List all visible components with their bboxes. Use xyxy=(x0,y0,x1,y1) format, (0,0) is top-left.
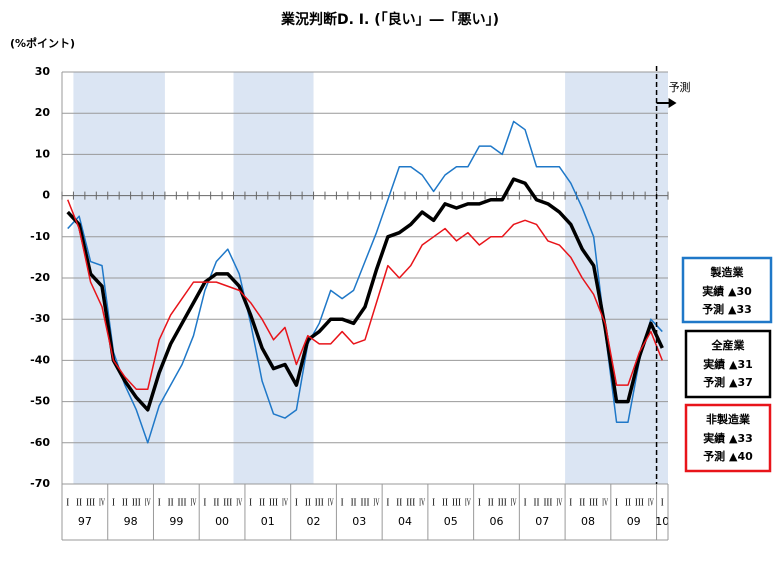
y-tick-label: 30 xyxy=(35,65,51,78)
x-tick-label: IV xyxy=(328,497,334,509)
x-tick-label: IV xyxy=(511,497,517,509)
x-tick-label: III xyxy=(132,497,141,509)
x-tick-label: III xyxy=(589,497,598,509)
y-tick-label: -70 xyxy=(30,477,50,490)
forecast-arrowhead xyxy=(668,98,677,108)
x-tick-label: III xyxy=(452,497,461,509)
x-tick-label: IV xyxy=(236,497,242,509)
year-label: 10 xyxy=(655,515,669,528)
year-label: 99 xyxy=(169,515,183,528)
x-tick-label: II xyxy=(259,497,265,509)
x-tick-label: I xyxy=(478,497,481,509)
legend-name: 全産業 xyxy=(711,338,746,352)
x-tick-label: III xyxy=(498,497,507,509)
forecast-label: 予測 xyxy=(669,80,691,94)
y-tick-label: -40 xyxy=(30,353,50,366)
y-tick-label: 10 xyxy=(35,147,51,160)
x-tick-label: III xyxy=(406,497,415,509)
x-tick-label: II xyxy=(76,497,82,509)
series-line xyxy=(66,177,664,412)
year-label: 06 xyxy=(489,515,503,528)
legend-name: 非製造業 xyxy=(706,412,751,426)
legend-note: 予測 ▲37 xyxy=(703,375,753,389)
legend-note: 予測 ▲33 xyxy=(702,302,752,316)
x-tick-label: IV xyxy=(99,497,105,509)
x-tick-label: I xyxy=(432,497,435,509)
x-tick-label: II xyxy=(396,497,402,509)
x-tick-label: III xyxy=(178,497,187,509)
year-label: 01 xyxy=(261,515,275,528)
legend-box xyxy=(684,403,772,473)
y-tick-label: 0 xyxy=(42,189,50,202)
x-tick-label: II xyxy=(351,497,357,509)
x-tick-label: III xyxy=(223,497,232,509)
legend-note: 予測 ▲40 xyxy=(703,449,753,463)
y-tick-label: -10 xyxy=(30,230,50,243)
series-line xyxy=(67,199,663,390)
x-tick-label: III xyxy=(543,497,552,509)
y-tick-label: -20 xyxy=(30,271,50,284)
x-tick-label: I xyxy=(158,497,161,509)
x-tick-label: II xyxy=(168,497,174,509)
x-tick-label: I xyxy=(203,497,206,509)
chart-title: 業況判断D. I. (「良い」―「悪い」) xyxy=(280,11,499,28)
year-label: 03 xyxy=(352,515,366,528)
x-tick-label: IV xyxy=(419,497,425,509)
x-tick-label: II xyxy=(488,497,494,509)
legend-note: 実績 ▲31 xyxy=(703,357,753,371)
y-tick-label: -50 xyxy=(30,395,50,408)
x-tick-label: III xyxy=(635,497,644,509)
x-tick-label: IV xyxy=(556,497,562,509)
y-tick-label: -60 xyxy=(30,436,50,449)
x-tick-label: IV xyxy=(190,497,196,509)
year-label: 09 xyxy=(627,515,641,528)
x-tick-label: II xyxy=(213,497,219,509)
y-tick-label: 20 xyxy=(35,106,51,119)
x-tick-label: II xyxy=(625,497,631,509)
year-label: 00 xyxy=(215,515,229,528)
y-tick-label: -30 xyxy=(30,312,50,325)
x-tick-label: III xyxy=(269,497,278,509)
x-tick-label: IV xyxy=(282,497,288,509)
x-tick-label: IV xyxy=(602,497,608,509)
year-label: 07 xyxy=(535,515,549,528)
year-label: 97 xyxy=(78,515,92,528)
legend-note: 実績 ▲30 xyxy=(702,284,752,298)
y-axis-label: (%ポイント) xyxy=(10,36,75,50)
x-tick-label: I xyxy=(112,497,115,509)
x-tick-label: IV xyxy=(465,497,471,509)
year-label: 05 xyxy=(444,515,458,528)
x-tick-label: III xyxy=(361,497,370,509)
x-tick-label: I xyxy=(524,497,527,509)
year-label: 98 xyxy=(124,515,138,528)
legend-name: 製造業 xyxy=(710,265,745,279)
x-tick-label: I xyxy=(341,497,344,509)
x-tick-label: III xyxy=(86,497,95,509)
x-tick-label: I xyxy=(66,497,69,509)
x-tick-label: II xyxy=(442,497,448,509)
legend-box xyxy=(681,256,773,324)
x-tick-label: III xyxy=(315,497,324,509)
year-label: 04 xyxy=(398,515,412,528)
year-label: 02 xyxy=(307,515,321,528)
x-tick-label: IV xyxy=(145,497,151,509)
x-tick-label: I xyxy=(661,497,664,509)
legend-box xyxy=(684,329,772,399)
x-tick-label: IV xyxy=(373,497,379,509)
x-tick-label: I xyxy=(249,497,252,509)
x-tick-label: II xyxy=(305,497,311,509)
x-tick-label: II xyxy=(122,497,128,509)
x-tick-label: I xyxy=(615,497,618,509)
x-tick-label: I xyxy=(295,497,298,509)
year-label: 08 xyxy=(581,515,595,528)
legend-note: 実績 ▲33 xyxy=(703,431,753,445)
x-tick-label: I xyxy=(386,497,389,509)
x-tick-label: II xyxy=(579,497,585,509)
x-tick-label: I xyxy=(569,497,572,509)
x-tick-label: II xyxy=(534,497,540,509)
series-line xyxy=(67,120,663,444)
x-tick-label: IV xyxy=(648,497,654,509)
